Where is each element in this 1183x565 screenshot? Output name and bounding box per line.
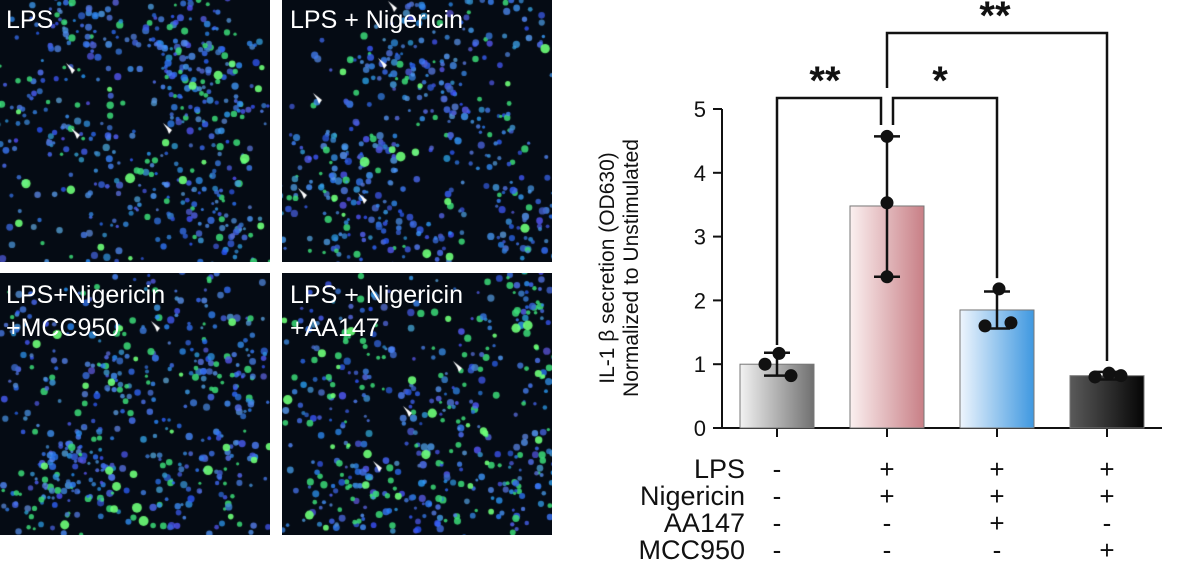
micrograph-image	[282, 0, 552, 262]
y-tick-label: 0	[694, 416, 706, 441]
condition-value: +	[989, 508, 1004, 538]
condition-value: +	[1099, 535, 1114, 565]
condition-value: -	[1103, 508, 1112, 538]
significance-label: **	[809, 59, 841, 103]
y-tick-label: 3	[694, 225, 706, 250]
micrograph-lps-nigericin-aa147: LPS + Nigericin +AA147	[282, 273, 552, 535]
condition-value: +	[989, 481, 1004, 511]
condition-value: +	[879, 454, 894, 484]
micrograph-image	[0, 273, 270, 535]
micrograph-image	[282, 273, 552, 535]
condition-value: +	[1099, 481, 1114, 511]
panel-label: LPS+Nigericin +MCC950	[6, 281, 165, 342]
condition-value: +	[989, 454, 1004, 484]
y-tick-label: 2	[694, 288, 706, 313]
panel-label-line: LPS	[6, 6, 54, 34]
panel-label-line: LPS + Nigericin	[290, 281, 463, 309]
y-axis-label: IL-1 β secretion (OD630)Normalized to Un…	[596, 139, 643, 397]
significance-bracket	[775, 96, 883, 346]
data-point	[992, 282, 1006, 296]
data-point	[1004, 316, 1018, 330]
data-point	[758, 357, 772, 371]
data-point	[772, 346, 786, 360]
condition-value: +	[1099, 454, 1114, 484]
data-point	[880, 270, 894, 284]
y-tick-label: 1	[694, 352, 706, 377]
condition-name: MCC950	[638, 535, 745, 565]
significance-bracket	[891, 96, 999, 279]
condition-value: -	[773, 481, 782, 511]
data-point	[1088, 370, 1102, 384]
data-point	[880, 196, 894, 210]
data-point	[978, 319, 992, 333]
panel-label-line: +AA147	[290, 314, 380, 342]
significance-label: **	[979, 0, 1011, 38]
condition-value: -	[883, 508, 892, 538]
micrograph-image	[0, 0, 270, 262]
condition-value: +	[879, 481, 894, 511]
panel-label-line: LPS + Nigericin	[290, 6, 463, 34]
condition-value: -	[773, 535, 782, 565]
data-point	[1102, 366, 1116, 380]
data-point	[784, 369, 798, 383]
micrograph-lps-nigericin: LPS + Nigericin	[282, 0, 552, 262]
condition-value: -	[993, 535, 1002, 565]
condition-value: -	[773, 508, 782, 538]
bar	[1069, 375, 1145, 429]
data-point	[1114, 369, 1128, 383]
condition-name: Nigericin	[640, 481, 745, 511]
micrograph-lps-nigericin-mcc950: LPS+Nigericin +MCC950	[0, 273, 270, 535]
panel-label: LPS + Nigericin +AA147	[290, 281, 463, 342]
y-axis-label-line: IL-1 β secretion (OD630)	[596, 152, 619, 384]
panel-label-line: +MCC950	[6, 314, 120, 342]
panel-label: LPS + Nigericin	[290, 6, 463, 34]
panel-label: LPS	[6, 6, 53, 34]
condition-name: LPS	[694, 454, 745, 484]
condition-name: AA147	[664, 508, 745, 538]
data-point	[880, 129, 894, 143]
y-tick-label: 4	[694, 161, 706, 186]
condition-value: -	[773, 454, 782, 484]
significance-label: *	[932, 59, 948, 103]
y-axis-label-line: Normalized to Unstimulated	[620, 139, 643, 397]
micrograph-lps: LPS	[0, 0, 270, 262]
condition-value: -	[883, 535, 892, 565]
significance-bracket	[885, 31, 1109, 362]
panel-label-line: LPS+Nigericin	[6, 281, 166, 309]
y-tick-label: 5	[694, 97, 706, 122]
